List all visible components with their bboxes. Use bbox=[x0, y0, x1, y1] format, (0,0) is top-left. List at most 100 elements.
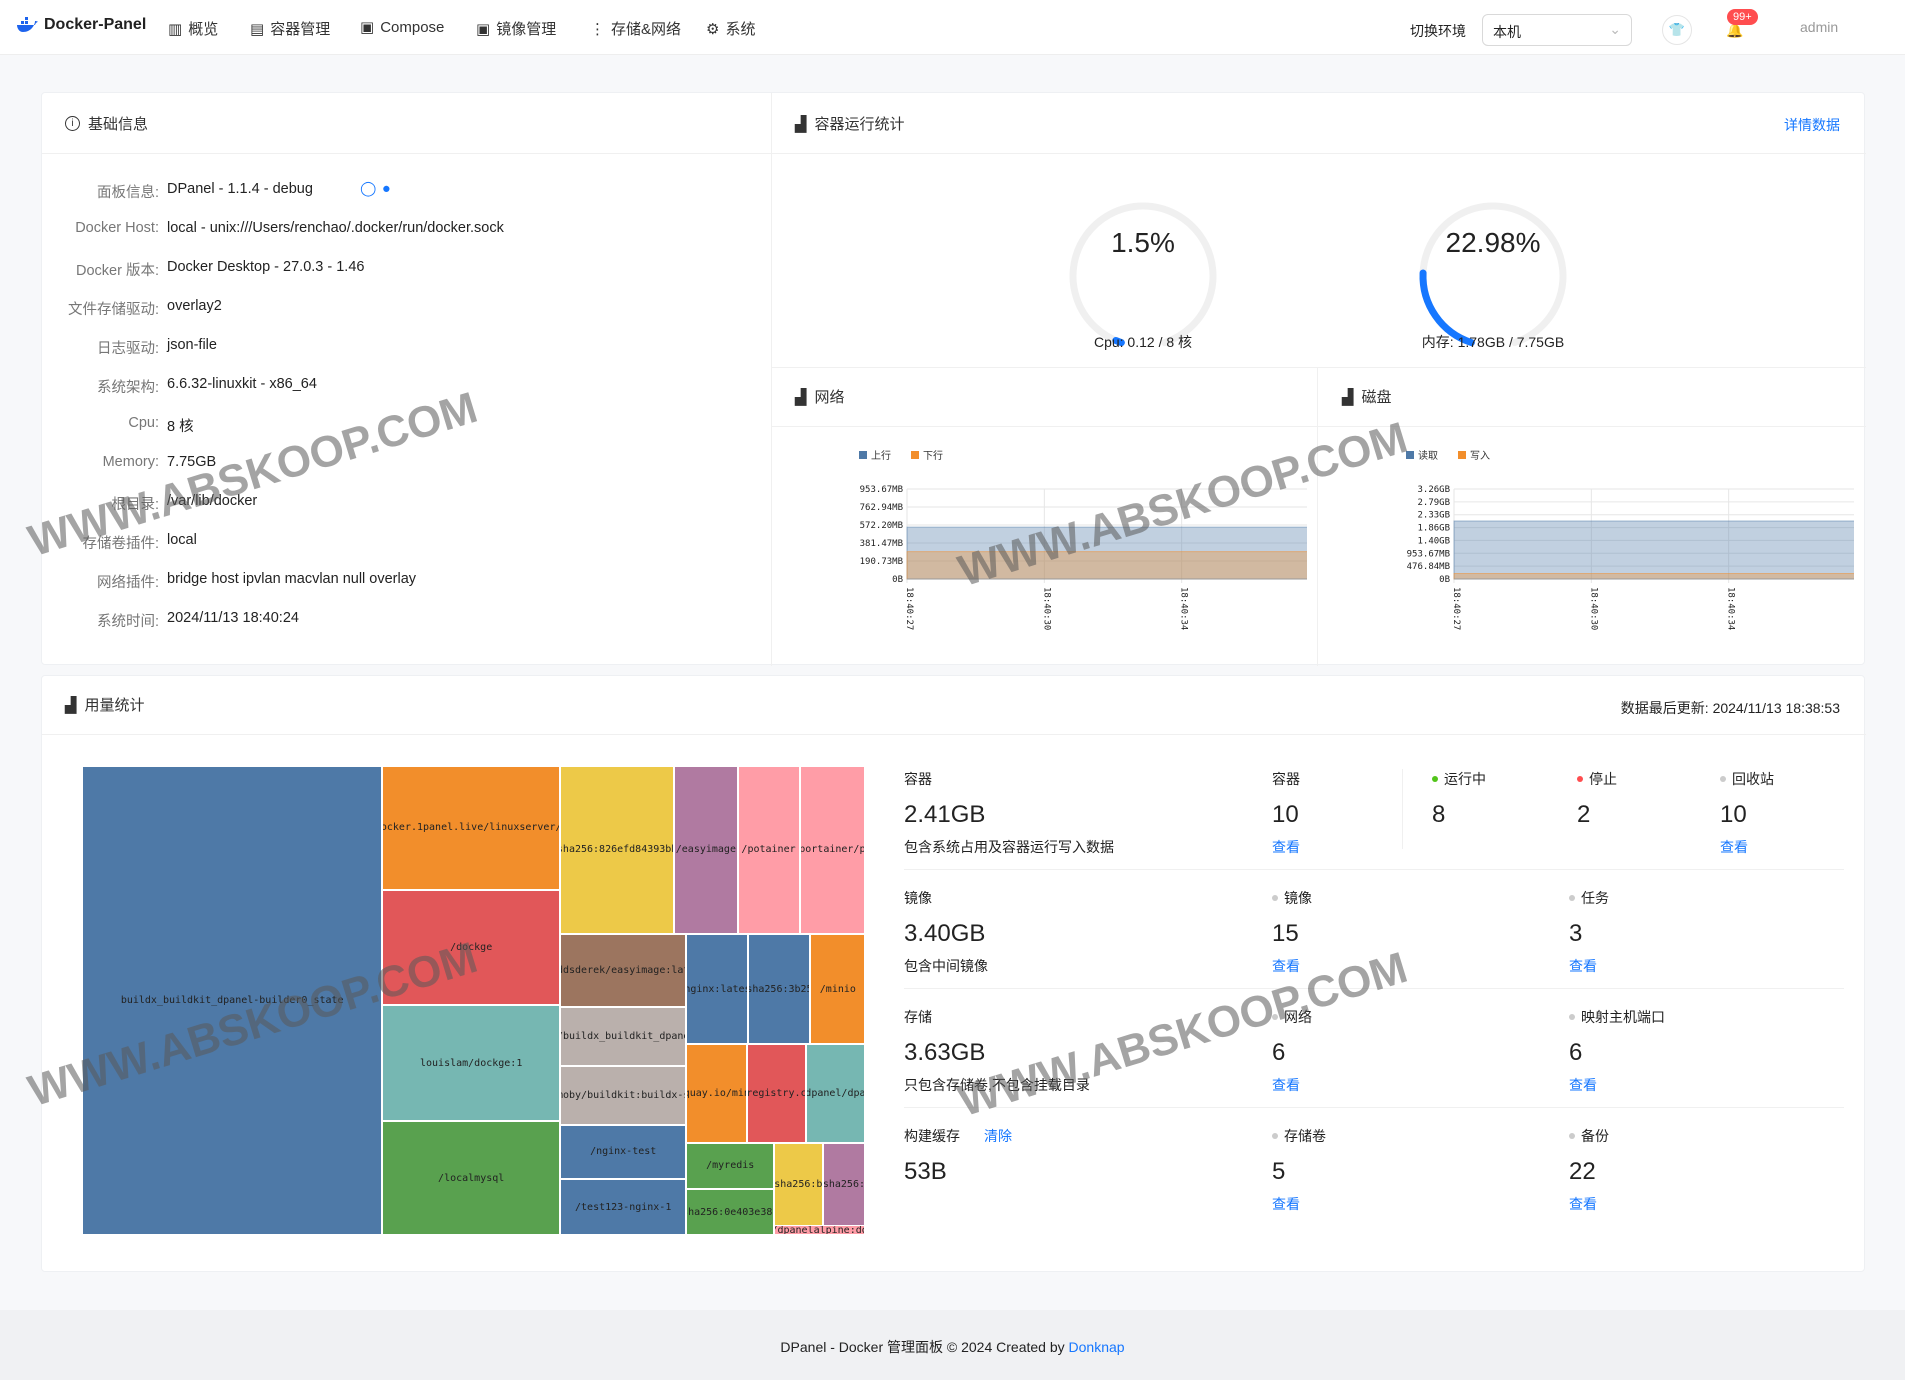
nav-containers[interactable]: ▤ 容器管理 bbox=[250, 18, 330, 39]
basic-info-title: i 基础信息 bbox=[65, 113, 148, 134]
mem-usage: 内存: 1.78GB / 7.75GB bbox=[1421, 334, 1565, 350]
nav-storage-network[interactable]: ⋮ 存储&网络 bbox=[590, 18, 681, 39]
stat-title: 停止 bbox=[1589, 771, 1617, 787]
treemap-cell[interactable]: moby/buildkit:buildx-s bbox=[559, 1066, 687, 1125]
env-label: 切换环境 bbox=[1410, 23, 1466, 39]
treemap-cell[interactable]: /buildx_buildkit_dpane bbox=[559, 1006, 687, 1067]
treemap-label: nginx:lates bbox=[686, 983, 749, 995]
treemap-cell[interactable]: registry.c bbox=[747, 1044, 806, 1143]
view-ports-link[interactable]: 查看 bbox=[1569, 1077, 1597, 1093]
treemap-cell[interactable]: /potainer bbox=[737, 766, 800, 934]
view-tasks-link[interactable]: 查看 bbox=[1569, 958, 1597, 974]
stat-ports: 映射主机端口 6 查看 bbox=[1569, 1007, 1665, 1095]
qq-icon[interactable]: ● bbox=[382, 181, 391, 197]
treemap-cell[interactable]: sha256:3b25 bbox=[748, 933, 811, 1045]
stat-network: 网络 6 查看 bbox=[1272, 1007, 1312, 1095]
stat-desc: 包含中间镜像 bbox=[904, 958, 988, 974]
series-area bbox=[1453, 572, 1854, 580]
nav-system[interactable]: ⚙ 系统 bbox=[706, 18, 755, 39]
treemap-cell[interactable]: portainer/p bbox=[799, 766, 866, 934]
section-title: 用量统计 bbox=[84, 697, 145, 714]
view-images-link[interactable]: 查看 bbox=[1272, 958, 1300, 974]
treemap-cell[interactable]: nginx:lates bbox=[686, 933, 749, 1045]
chevron-down-icon: ⌄ bbox=[1609, 21, 1621, 37]
legend-label[interactable]: 下行 bbox=[923, 449, 943, 462]
cpu-percent: 1.5% bbox=[1111, 227, 1175, 258]
treemap-cell[interactable]: louislam/dockge:1 bbox=[382, 1005, 560, 1121]
info-value: 6.6.32-linuxkit - x86_64 bbox=[167, 376, 317, 392]
section-title: 容器运行统计 bbox=[814, 116, 905, 133]
info-value: overlay2 bbox=[167, 298, 222, 314]
info-value: 7.75GB bbox=[167, 454, 217, 470]
treemap-cell[interactable]: sha256:0e403e381 bbox=[686, 1189, 774, 1236]
nav-compose[interactable]: ▣ Compose bbox=[360, 18, 444, 37]
image-icon: ▣ bbox=[476, 20, 491, 38]
treemap-cell[interactable]: sha256: bbox=[822, 1142, 866, 1227]
info-row: 系统架构: 6.6.32-linuxkit - x86_64 bbox=[42, 376, 742, 396]
nav-images[interactable]: ▣ 镜像管理 bbox=[476, 18, 556, 39]
treemap-cell[interactable]: /dockge bbox=[382, 889, 560, 1006]
treemap-cell[interactable]: /localmysql bbox=[382, 1120, 560, 1236]
treemap-label: /dockge bbox=[450, 942, 493, 954]
gauges bbox=[1069, 202, 1567, 347]
info-label: 面板信息: bbox=[96, 185, 159, 201]
view-containers-link[interactable]: 查看 bbox=[1272, 839, 1300, 855]
treemap-cell[interactable]: /minio bbox=[810, 933, 866, 1045]
neutral-dot-icon bbox=[1272, 1014, 1278, 1020]
treemap-cell[interactable]: sha256:b bbox=[774, 1142, 823, 1227]
stat-title: 构建缓存 bbox=[904, 1128, 960, 1144]
stat-value: 53B bbox=[904, 1158, 947, 1185]
stat-desc: 包含系统占用及容器运行写入数据 bbox=[904, 839, 1114, 855]
info-row: 根目录: /var/lib/docker bbox=[42, 493, 742, 513]
brand[interactable]: Docker-Panel bbox=[16, 16, 146, 34]
treemap-label: /buildx_buildkit_dpane bbox=[559, 1030, 687, 1042]
author-link[interactable]: Donknap bbox=[1068, 1339, 1125, 1355]
nav-overview[interactable]: ▥ 概览 bbox=[168, 18, 218, 39]
view-recycle-link[interactable]: 查看 bbox=[1720, 839, 1748, 855]
y-tick-label: 2.33GB bbox=[1417, 511, 1450, 521]
stat-title: 镜像 bbox=[904, 890, 932, 906]
treemap-cell[interactable]: buildx_buildkit_dpanel-builder0_state bbox=[82, 766, 383, 1236]
stat-value: 2.41GB bbox=[904, 801, 986, 828]
env-select[interactable]: 本机 ⌄ bbox=[1482, 14, 1632, 46]
mem-percent: 22.98% bbox=[1445, 227, 1541, 258]
theme-button[interactable]: 👕 bbox=[1662, 15, 1692, 45]
detail-data-link[interactable]: 详情数据 bbox=[1784, 117, 1840, 133]
treemap-cell[interactable]: /easyimage bbox=[674, 766, 738, 934]
treemap-label: sha256:3b25 bbox=[748, 983, 811, 995]
treemap-cell[interactable]: docker.1panel.live/linuxserver/c bbox=[382, 766, 560, 890]
view-volumes-link[interactable]: 查看 bbox=[1272, 1196, 1300, 1212]
network-chart: 上行 下行 0B 190.73MB 381.47MB 572.20MB 762.94MB 95… bbox=[859, 449, 1307, 630]
chart-icon: ▟ bbox=[1342, 388, 1354, 406]
treemap-label: moby/buildkit:buildx-s bbox=[559, 1089, 687, 1101]
treemap-cell[interactable]: dpanel/dpa bbox=[805, 1044, 866, 1143]
container-icon: ▤ bbox=[250, 20, 265, 38]
runtime-title: ▟ 容器运行统计 bbox=[795, 113, 905, 134]
treemap-cell[interactable]: quay.io/min bbox=[686, 1044, 748, 1143]
treemap-cell[interactable]: /dpanelalpine:dg bbox=[774, 1225, 866, 1236]
treemap-cell[interactable]: /test123-nginx-1 bbox=[559, 1179, 687, 1236]
y-tick-label: 2.79GB bbox=[1417, 498, 1450, 508]
view-backups-link[interactable]: 查看 bbox=[1569, 1196, 1597, 1212]
legend-label[interactable]: 上行 bbox=[871, 449, 891, 462]
notification-button[interactable]: 🔔 bbox=[1720, 15, 1750, 45]
treemap-cell[interactable]: ddsderek/easyimage:lat bbox=[559, 933, 687, 1007]
y-tick-label: 953.67MB bbox=[1407, 549, 1450, 559]
treemap-cell[interactable]: /myredis bbox=[686, 1142, 774, 1190]
view-networks-link[interactable]: 查看 bbox=[1272, 1077, 1300, 1093]
user-name[interactable]: admin bbox=[1800, 19, 1839, 35]
info-row: 文件存储驱动: overlay2 bbox=[42, 298, 742, 318]
stat-title: 运行中 bbox=[1444, 771, 1486, 787]
clear-cache-button[interactable]: 清除 bbox=[984, 1128, 1012, 1144]
treemap-cell[interactable]: /nginx-test bbox=[559, 1124, 687, 1180]
legend-label[interactable]: 读取 bbox=[1418, 449, 1438, 462]
github-icon[interactable]: ◯ bbox=[360, 181, 377, 197]
section-title: 磁盘 bbox=[1361, 389, 1392, 406]
info-row: 存储卷插件: local bbox=[42, 532, 742, 552]
stopped-dot-icon bbox=[1577, 776, 1583, 782]
stat-backups: 备份 22 查看 bbox=[1569, 1126, 1609, 1214]
treemap-cell[interactable]: sha256:826efd84393bb bbox=[559, 766, 675, 934]
legend-label[interactable]: 写入 bbox=[1470, 450, 1490, 462]
info-label: Docker Host: bbox=[75, 220, 159, 236]
treemap-label: sha256:b bbox=[774, 1179, 823, 1191]
